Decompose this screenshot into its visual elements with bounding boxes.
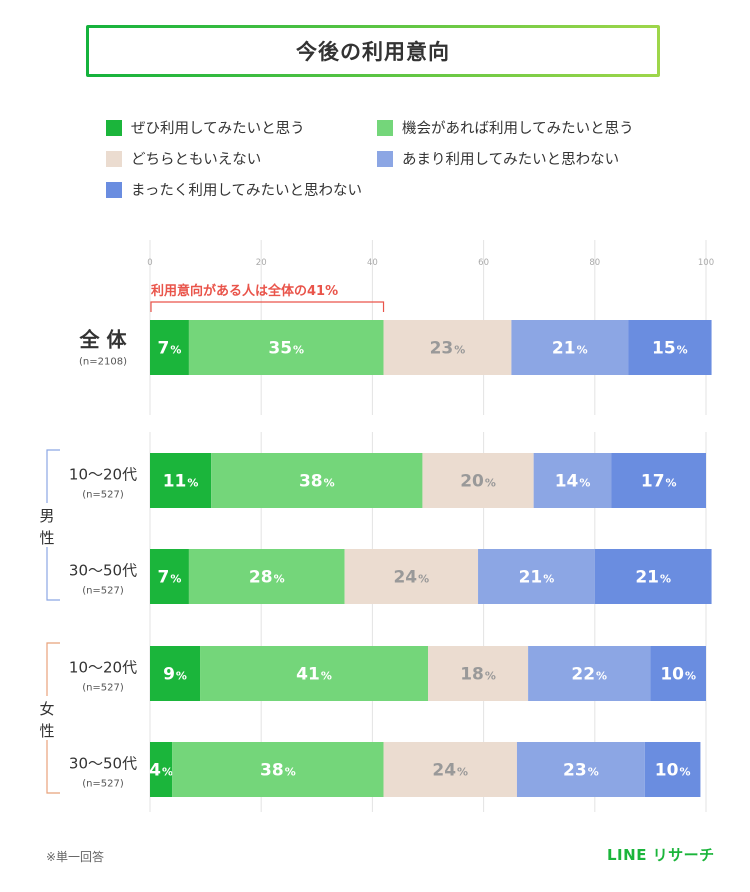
legend-swatch-5 (106, 181, 122, 198)
bar-segment-r2-s2 (344, 549, 479, 604)
legend-swatch-2 (377, 119, 393, 136)
legend-label-3: どちらともいえない (131, 152, 262, 168)
data-label-r4-s0: 4% (149, 761, 173, 781)
data-label-r3-s0: 9% (163, 665, 187, 685)
bar-segment-r4-s0 (150, 742, 173, 797)
group-label-2-0: 女 (39, 700, 54, 718)
bar-segment-r2-s0 (150, 549, 189, 604)
chart-title: 今後の利用意向 (296, 40, 450, 64)
x-tick-label-80: 80 (589, 258, 600, 268)
data-label-r0-s1: 35% (268, 339, 304, 359)
category-label-1: 10〜20代 (69, 466, 137, 484)
bar-segment-r3-s4 (650, 646, 706, 701)
legend-item-4: あまり利用してみたいと思わない (377, 148, 619, 169)
data-label-r0-s3: 21% (552, 339, 588, 359)
annotation-bracket (150, 301, 385, 312)
data-label-r2-s2: 24% (393, 568, 429, 588)
data-label-r4-s3: 23% (563, 761, 599, 781)
bar-segment-r3-s3 (528, 646, 651, 701)
legend-swatch-1 (106, 119, 122, 136)
category-label-3: 10〜20代 (69, 659, 137, 677)
bar-segment-r2-s3 (478, 549, 595, 604)
bar-segment-r4-s1 (172, 742, 384, 797)
data-label-r2-s1: 28% (249, 568, 285, 588)
legend-swatch-4 (377, 150, 393, 167)
data-label-r2-s3: 21% (519, 568, 555, 588)
bar-segment-r4-s4 (644, 742, 701, 797)
bar-segment-r3-s2 (428, 646, 529, 701)
category-n-2: (n=527) (82, 586, 124, 597)
data-label-r2-s0: 7% (158, 568, 182, 588)
category-label-0: 全 体 (79, 328, 128, 352)
footnote: ※単一回答 (46, 850, 105, 864)
category-label-4: 30〜50代 (69, 755, 137, 773)
x-tick-label-0: 0 (147, 258, 152, 268)
data-label-r1-s3: 14% (555, 472, 591, 492)
bar-segment-r1-s3 (533, 453, 612, 508)
bar-segment-r1-s1 (211, 453, 423, 508)
x-tick-label-20: 20 (256, 258, 267, 268)
group-label-1-0: 男 (39, 507, 54, 525)
bar-segment-r1-s2 (422, 453, 534, 508)
category-n-1: (n=527) (82, 490, 124, 501)
bar-segment-r4-s3 (516, 742, 645, 797)
data-label-r1-s1: 38% (299, 472, 335, 492)
legend-label-5: まったく利用してみたいと思わない (131, 183, 362, 199)
bar-segment-r2-s4 (594, 549, 712, 604)
data-label-r4-s2: 24% (432, 761, 468, 781)
data-label-r1-s2: 20% (460, 472, 496, 492)
legend-item-3: どちらともいえない (106, 148, 261, 169)
category-n-0: (n=2108) (79, 357, 127, 368)
legend-swatch-3 (106, 150, 122, 167)
category-n-4: (n=527) (82, 779, 124, 790)
legend-label-1: ぜひ利用してみたいと思う (131, 121, 305, 137)
legend-item-2: 機会があれば利用してみたいと思う (377, 117, 634, 138)
data-label-r0-s4: 15% (652, 339, 688, 359)
legend-label-4: あまり利用してみたいと思わない (402, 152, 620, 168)
data-label-r3-s2: 18% (460, 665, 496, 685)
data-label-r3-s3: 22% (571, 665, 607, 685)
group-label-2-1: 性 (39, 722, 54, 740)
group-bracket-top-1 (46, 449, 60, 503)
bar-segment-r2-s1 (188, 549, 345, 604)
category-label-2: 30〜50代 (69, 562, 137, 580)
legend-item-5: まったく利用してみたいと思わない (106, 179, 362, 200)
data-label-r2-s4: 21% (635, 568, 671, 588)
data-label-r3-s1: 41% (296, 665, 332, 685)
annotation-text: 利用意向がある人は全体の41% (151, 283, 338, 299)
legend-item-1: ぜひ利用してみたいと思う (106, 117, 305, 138)
x-tick-label-40: 40 (367, 258, 378, 268)
bar-segment-r1-s4 (611, 453, 706, 508)
brand-logo: LINE リサーチ (607, 846, 715, 864)
bar-segment-r0-s4 (628, 320, 712, 375)
data-label-r4-s4: 10% (655, 761, 691, 781)
x-tick-label-60: 60 (478, 258, 489, 268)
group-bracket-bottom-1 (46, 547, 60, 601)
data-label-r1-s4: 17% (641, 472, 677, 492)
data-label-r3-s4: 10% (660, 665, 696, 685)
bar-segment-r0-s3 (511, 320, 629, 375)
bar-segment-r0-s1 (188, 320, 384, 375)
group-bracket-top-2 (46, 642, 60, 696)
bar-segment-r3-s1 (200, 646, 428, 701)
bar-segment-r0-s0 (150, 320, 189, 375)
category-n-3: (n=527) (82, 683, 124, 694)
bar-segment-r4-s2 (383, 742, 517, 797)
bar-segment-r1-s0 (150, 453, 212, 508)
group-label-1-1: 性 (39, 529, 54, 547)
data-label-r0-s2: 23% (430, 339, 466, 359)
data-label-r1-s0: 11% (163, 472, 199, 492)
bar-segment-r3-s0 (150, 646, 201, 701)
chart-title-box: 今後の利用意向 (86, 25, 660, 77)
data-label-r4-s1: 38% (260, 761, 296, 781)
data-label-r0-s0: 7% (158, 339, 182, 359)
x-tick-label-100: 100 (698, 258, 714, 268)
group-bracket-bottom-2 (46, 740, 60, 794)
bar-segment-r0-s2 (383, 320, 512, 375)
legend-label-2: 機会があれば利用してみたいと思う (402, 121, 634, 137)
